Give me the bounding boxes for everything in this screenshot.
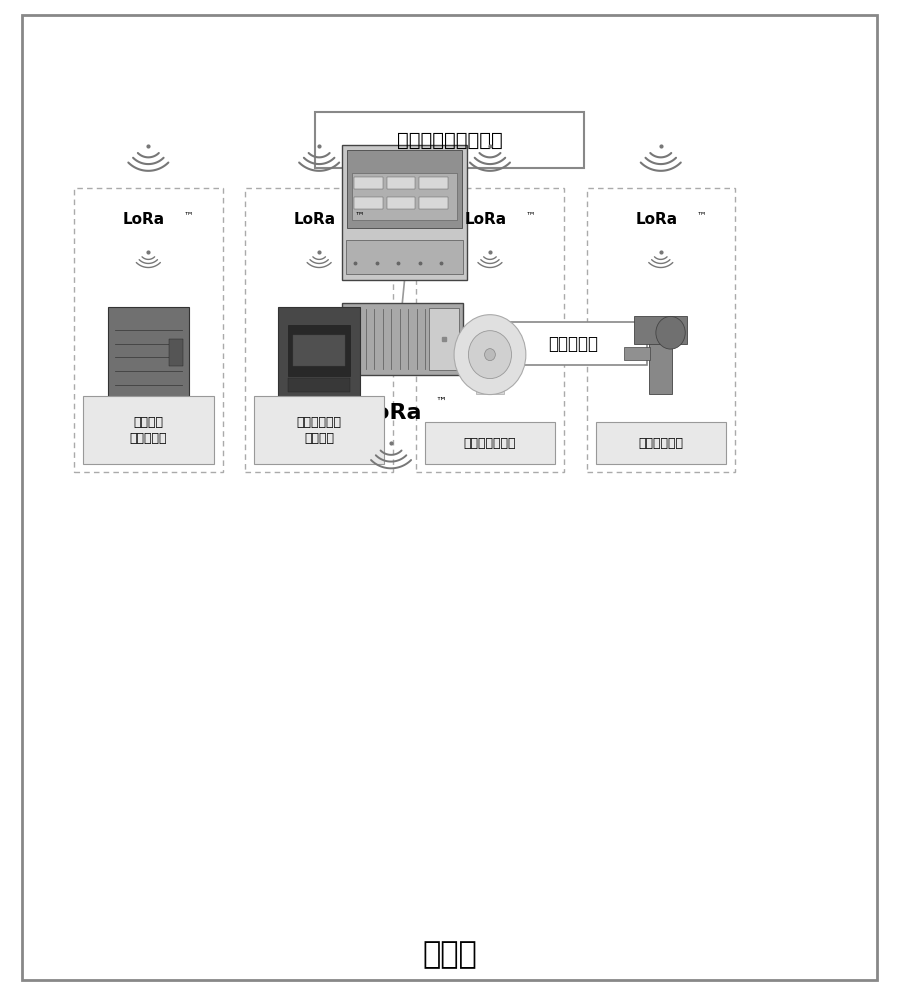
Bar (354, 177, 383, 189)
FancyBboxPatch shape (315, 112, 584, 167)
FancyBboxPatch shape (635, 316, 687, 344)
FancyBboxPatch shape (83, 396, 214, 464)
FancyBboxPatch shape (342, 303, 463, 375)
Text: LoRa: LoRa (123, 213, 165, 228)
FancyBboxPatch shape (245, 188, 394, 472)
FancyBboxPatch shape (289, 378, 350, 392)
FancyBboxPatch shape (346, 240, 463, 274)
FancyBboxPatch shape (352, 173, 457, 220)
Text: 无线手动火灾
报警按钮: 无线手动火灾 报警按钮 (297, 416, 342, 445)
Text: LoRa: LoRa (636, 213, 677, 228)
FancyBboxPatch shape (289, 325, 350, 376)
Text: 无线火灾
声光警报器: 无线火灾 声光警报器 (129, 416, 167, 445)
FancyBboxPatch shape (108, 307, 189, 398)
Bar (387, 197, 415, 209)
FancyBboxPatch shape (624, 347, 650, 360)
Text: ™: ™ (697, 211, 706, 221)
Circle shape (656, 316, 685, 349)
Text: 智能型消火栓: 智能型消火栓 (638, 437, 683, 450)
Bar (419, 177, 448, 189)
Bar (354, 197, 383, 209)
Text: ™: ™ (526, 211, 535, 221)
Text: 无线火灾探测器: 无线火灾探测器 (464, 437, 516, 450)
Text: LoRa: LoRa (465, 213, 506, 228)
Text: ™: ™ (184, 211, 193, 221)
Circle shape (468, 331, 512, 379)
FancyBboxPatch shape (293, 335, 345, 366)
Bar (387, 177, 415, 189)
Text: 无线中继器: 无线中继器 (548, 334, 598, 353)
Text: 储能站: 储能站 (423, 940, 476, 970)
Bar (419, 197, 448, 209)
FancyBboxPatch shape (425, 422, 556, 464)
Circle shape (454, 315, 526, 395)
Bar (169, 339, 183, 366)
FancyBboxPatch shape (74, 188, 223, 472)
Circle shape (485, 349, 495, 361)
Text: ™: ™ (355, 211, 364, 221)
Text: 无线火灾报警控制器: 无线火灾报警控制器 (396, 130, 503, 149)
FancyBboxPatch shape (649, 325, 672, 394)
FancyBboxPatch shape (499, 322, 647, 365)
FancyBboxPatch shape (279, 307, 360, 398)
Text: LoRa: LoRa (360, 403, 422, 423)
FancyBboxPatch shape (342, 145, 467, 280)
FancyBboxPatch shape (595, 422, 726, 464)
FancyBboxPatch shape (254, 396, 385, 464)
Text: LoRa: LoRa (294, 213, 335, 228)
FancyBboxPatch shape (586, 188, 735, 472)
FancyBboxPatch shape (429, 308, 459, 370)
Text: ™: ™ (435, 397, 446, 407)
FancyBboxPatch shape (347, 150, 462, 228)
FancyBboxPatch shape (476, 376, 504, 394)
FancyBboxPatch shape (415, 188, 565, 472)
